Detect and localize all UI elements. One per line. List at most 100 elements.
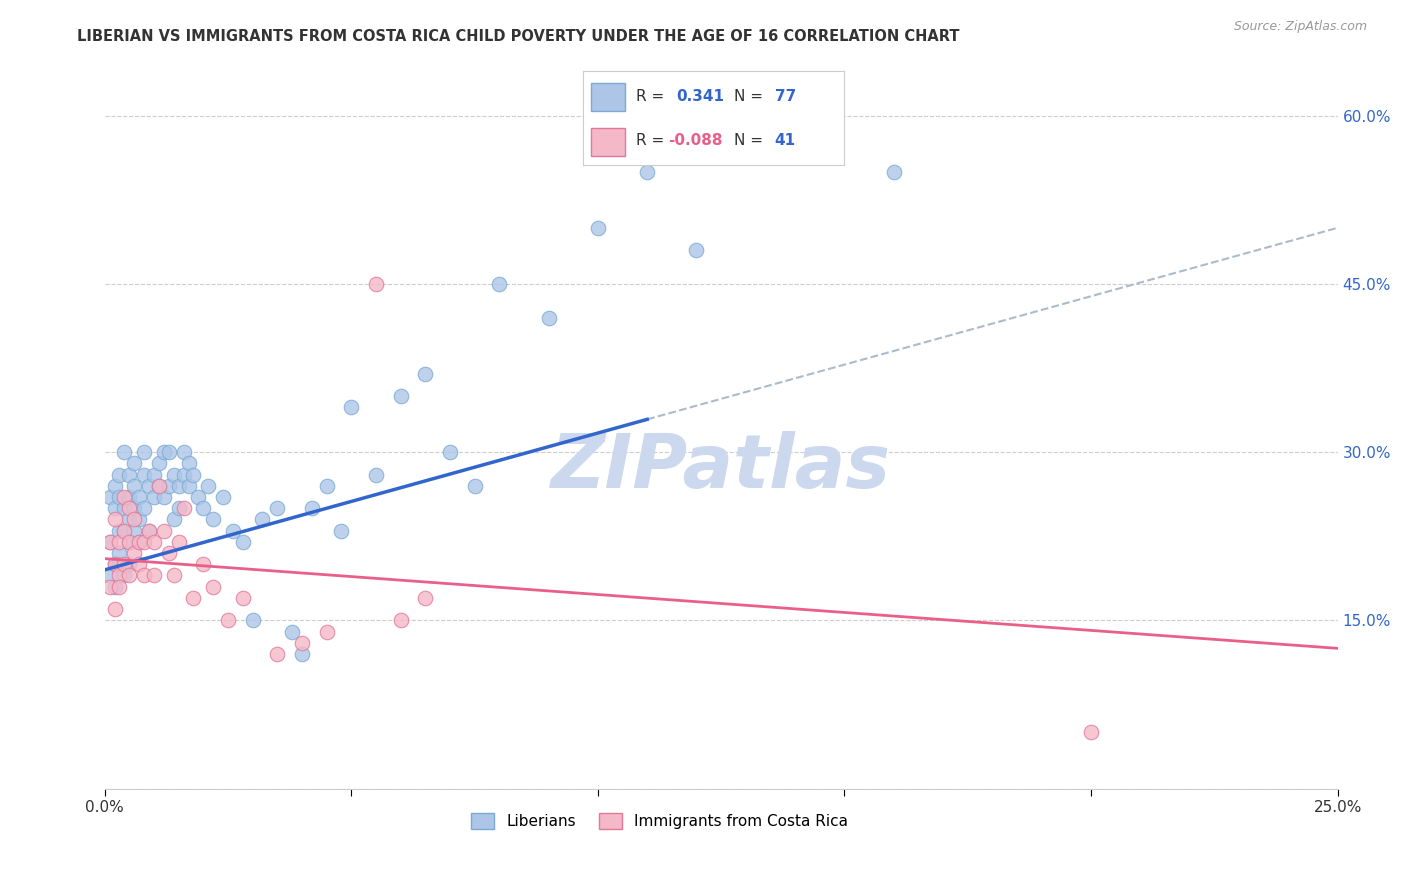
Point	[217, 613, 239, 627]
Point	[98, 568, 121, 582]
Point	[143, 568, 166, 582]
Point	[118, 558, 141, 572]
Point	[112, 490, 135, 504]
Point	[177, 479, 200, 493]
Text: 41: 41	[775, 133, 796, 148]
Point	[167, 479, 190, 493]
Point	[157, 479, 180, 493]
Point	[128, 558, 150, 572]
Point	[103, 501, 125, 516]
Point	[197, 479, 219, 493]
Point	[252, 512, 274, 526]
Point	[883, 165, 905, 179]
Point	[281, 624, 304, 639]
Point	[163, 568, 186, 582]
Point	[103, 602, 125, 616]
Point	[157, 546, 180, 560]
Point	[122, 524, 145, 538]
Point	[173, 467, 195, 482]
Point	[134, 501, 156, 516]
Point	[108, 534, 131, 549]
Legend: Liberians, Immigrants from Costa Rica: Liberians, Immigrants from Costa Rica	[465, 807, 853, 836]
Point	[222, 524, 245, 538]
Point	[232, 534, 254, 549]
Point	[128, 534, 150, 549]
Point	[183, 467, 205, 482]
Point	[122, 456, 145, 470]
Point	[389, 389, 412, 403]
Point	[108, 524, 131, 538]
Point	[112, 501, 135, 516]
Text: R =: R =	[636, 133, 664, 148]
Point	[177, 456, 200, 470]
Point	[138, 524, 160, 538]
Point	[103, 479, 125, 493]
Point	[128, 490, 150, 504]
Point	[464, 479, 486, 493]
Point	[413, 591, 436, 605]
Point	[128, 534, 150, 549]
Point	[98, 580, 121, 594]
Point	[108, 467, 131, 482]
Point	[389, 613, 412, 627]
Point	[108, 490, 131, 504]
Point	[103, 580, 125, 594]
Point	[134, 467, 156, 482]
Text: ZIPatlas: ZIPatlas	[551, 432, 891, 504]
Point	[315, 624, 337, 639]
Point	[98, 490, 121, 504]
Point	[163, 512, 186, 526]
Point	[103, 558, 125, 572]
Point	[112, 568, 135, 582]
Point	[108, 558, 131, 572]
Text: 0.341: 0.341	[676, 88, 724, 103]
Point	[118, 568, 141, 582]
Point	[157, 445, 180, 459]
Point	[153, 445, 176, 459]
Point	[167, 501, 190, 516]
Text: LIBERIAN VS IMMIGRANTS FROM COSTA RICA CHILD POVERTY UNDER THE AGE OF 16 CORRELA: LIBERIAN VS IMMIGRANTS FROM COSTA RICA C…	[77, 29, 960, 44]
Point	[202, 512, 225, 526]
Point	[112, 558, 135, 572]
Point	[212, 490, 235, 504]
Point	[122, 512, 145, 526]
Point	[340, 401, 363, 415]
Point	[173, 445, 195, 459]
Text: N =: N =	[734, 133, 763, 148]
Point	[439, 445, 461, 459]
Point	[148, 479, 170, 493]
Point	[122, 501, 145, 516]
Point	[315, 479, 337, 493]
Point	[118, 534, 141, 549]
Point	[122, 479, 145, 493]
Point	[103, 512, 125, 526]
Point	[167, 534, 190, 549]
Point	[266, 501, 288, 516]
Point	[138, 479, 160, 493]
Point	[291, 636, 314, 650]
Point	[118, 490, 141, 504]
Point	[193, 501, 215, 516]
Point	[118, 512, 141, 526]
Point	[148, 479, 170, 493]
Point	[98, 534, 121, 549]
Point	[143, 534, 166, 549]
Point	[143, 490, 166, 504]
Point	[183, 591, 205, 605]
Point	[118, 467, 141, 482]
Text: R =: R =	[636, 88, 664, 103]
Point	[118, 501, 141, 516]
Point	[134, 534, 156, 549]
Point	[413, 367, 436, 381]
Point	[143, 467, 166, 482]
Point	[128, 512, 150, 526]
Point	[488, 277, 510, 291]
Point	[134, 445, 156, 459]
Point	[112, 524, 135, 538]
Point	[537, 310, 560, 325]
Point	[232, 591, 254, 605]
Point	[134, 568, 156, 582]
Point	[108, 580, 131, 594]
Point	[138, 524, 160, 538]
Point	[364, 277, 387, 291]
